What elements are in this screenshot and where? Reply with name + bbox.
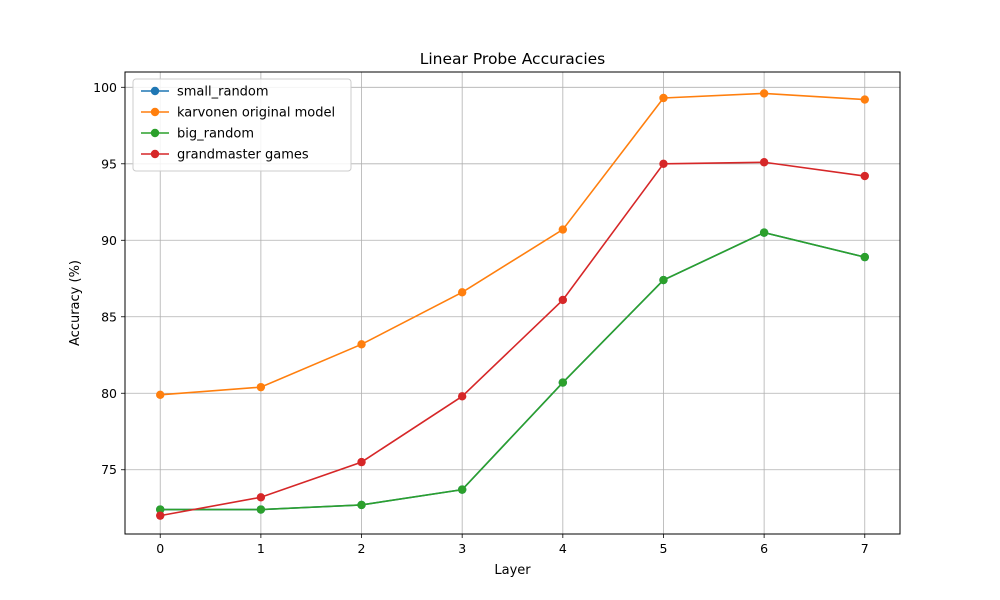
y-tick-label: 80 [101,386,117,401]
x-tick-label: 3 [458,541,466,556]
data-point [759,228,769,237]
y-axis-label: Accuracy (%) [68,260,83,346]
data-point [156,511,165,520]
series-line [160,231,865,511]
data-point [457,392,467,401]
legend-label: grandmaster games [177,148,309,163]
series-lines [156,89,869,520]
data-point [659,159,668,168]
data-point [457,485,467,494]
x-tick-label: 0 [156,541,164,556]
x-tick-label: 2 [358,541,366,556]
y-tick-label: 85 [101,309,117,324]
y-tick-label: 100 [93,80,117,95]
legend-item: big_random [141,127,254,142]
x-tick-label: 1 [257,541,265,556]
series-big-random [156,228,869,514]
x-tick-label: 7 [861,541,869,556]
data-point [156,390,165,399]
series-grandmaster-games [156,158,869,520]
legend-label: big_random [177,127,254,142]
plot-area-frame [124,71,901,535]
legend-label: karvonen original model [177,106,335,121]
data-point [558,225,568,234]
legend-item: small_random [141,85,269,100]
legend: small_random karvonen original model big_r… [132,78,352,172]
data-point [256,382,266,392]
legend-item: grandmaster games [141,148,309,163]
x-tick-label: 6 [760,541,768,556]
y-tick-label: 95 [101,156,117,171]
data-point [860,252,869,262]
chart-title: Linear Probe Accuracies [420,50,606,68]
data-point [759,89,769,98]
data-point [860,95,869,104]
grid [125,72,900,534]
data-point [659,93,668,103]
axis-ticks: 0 1 2 3 4 5 6 7 75 80 85 90 95 100 [93,80,869,556]
data-point [759,158,769,167]
legend-swatch-marker [150,86,160,96]
data-point [256,505,266,514]
legend-swatch-marker [150,128,160,138]
x-tick-label: 5 [659,541,667,556]
data-point [357,500,366,510]
data-point [256,493,266,502]
series-line [160,161,865,517]
series-karvonen-original-model [156,89,869,399]
legend-swatch-marker [150,107,160,117]
data-point [860,171,869,181]
data-point [558,378,568,387]
legend-swatch-marker [150,149,160,159]
data-point [457,288,467,297]
x-axis-label: Layer [494,563,531,578]
data-point [558,295,568,305]
data-point [357,340,366,349]
data-point [357,457,366,467]
data-point [156,505,165,514]
legend-item: karvonen original model [141,106,335,121]
data-point [659,275,668,285]
y-tick-label: 75 [101,462,117,477]
legend-box [132,78,352,172]
x-tick-label: 4 [559,541,567,556]
series-line [160,92,865,396]
y-tick-label: 90 [101,233,117,248]
legend-label: small_random [177,85,269,100]
